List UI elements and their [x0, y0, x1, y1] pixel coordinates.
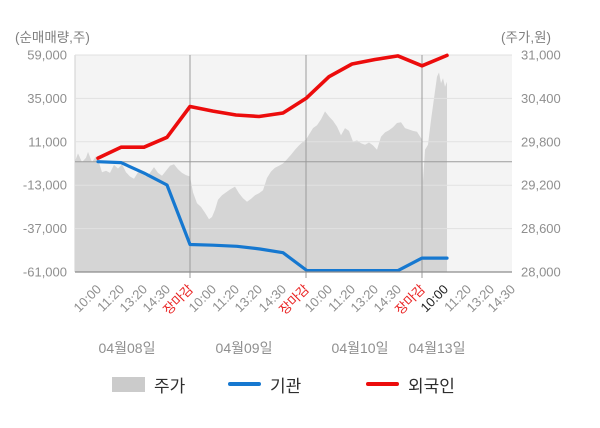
left-axis-tick-label: 35,000: [27, 91, 67, 106]
legend-item-foreigner: 외국인: [366, 372, 455, 396]
foreigner-line-series: [96, 53, 449, 160]
left-axis-tick-label: -61,000: [23, 265, 67, 280]
left-axis-tick-label: -37,000: [23, 221, 67, 236]
institution-line-series: [96, 160, 449, 273]
chart-legend: 주가 기관 외국인: [0, 372, 600, 398]
institution-line-swatch: [228, 382, 261, 386]
right-axis-tick-label: 31,000: [521, 48, 561, 63]
legend-label-price: 주가: [154, 376, 186, 396]
legend-item-institution: 기관: [228, 372, 301, 396]
right-axis-tick-label: 29,200: [521, 178, 561, 193]
x-axis-date-label: 04월10일: [332, 340, 389, 356]
legend-label-foreigner: 외국인: [408, 376, 455, 396]
right-axis-tick-label: 28,000: [521, 265, 561, 280]
left-axis-title: (순매매량,주): [15, 30, 90, 45]
price-area-series: [75, 72, 447, 273]
right-axis-tick-label: 29,800: [521, 134, 561, 149]
legend-item-price: 주가: [112, 372, 185, 396]
left-axis-tick-label: 11,000: [28, 134, 67, 149]
foreigner-line-swatch: [366, 382, 399, 386]
left-axis-tick-label: -13,000: [23, 178, 67, 193]
price-area-swatch: [112, 376, 145, 392]
x-axis-date-label: 04월09일: [216, 340, 273, 356]
legend-label-institution: 기관: [270, 376, 302, 396]
right-axis-title: (주가,원): [501, 30, 552, 45]
x-axis-date-label: 04월08일: [99, 340, 156, 356]
left-axis-tick-label: 59,000: [27, 48, 67, 63]
right-axis-tick-label: 30,400: [521, 91, 561, 106]
right-axis-tick-label: 28,600: [521, 221, 561, 236]
x-axis-date-label: 04월13일: [409, 340, 466, 356]
